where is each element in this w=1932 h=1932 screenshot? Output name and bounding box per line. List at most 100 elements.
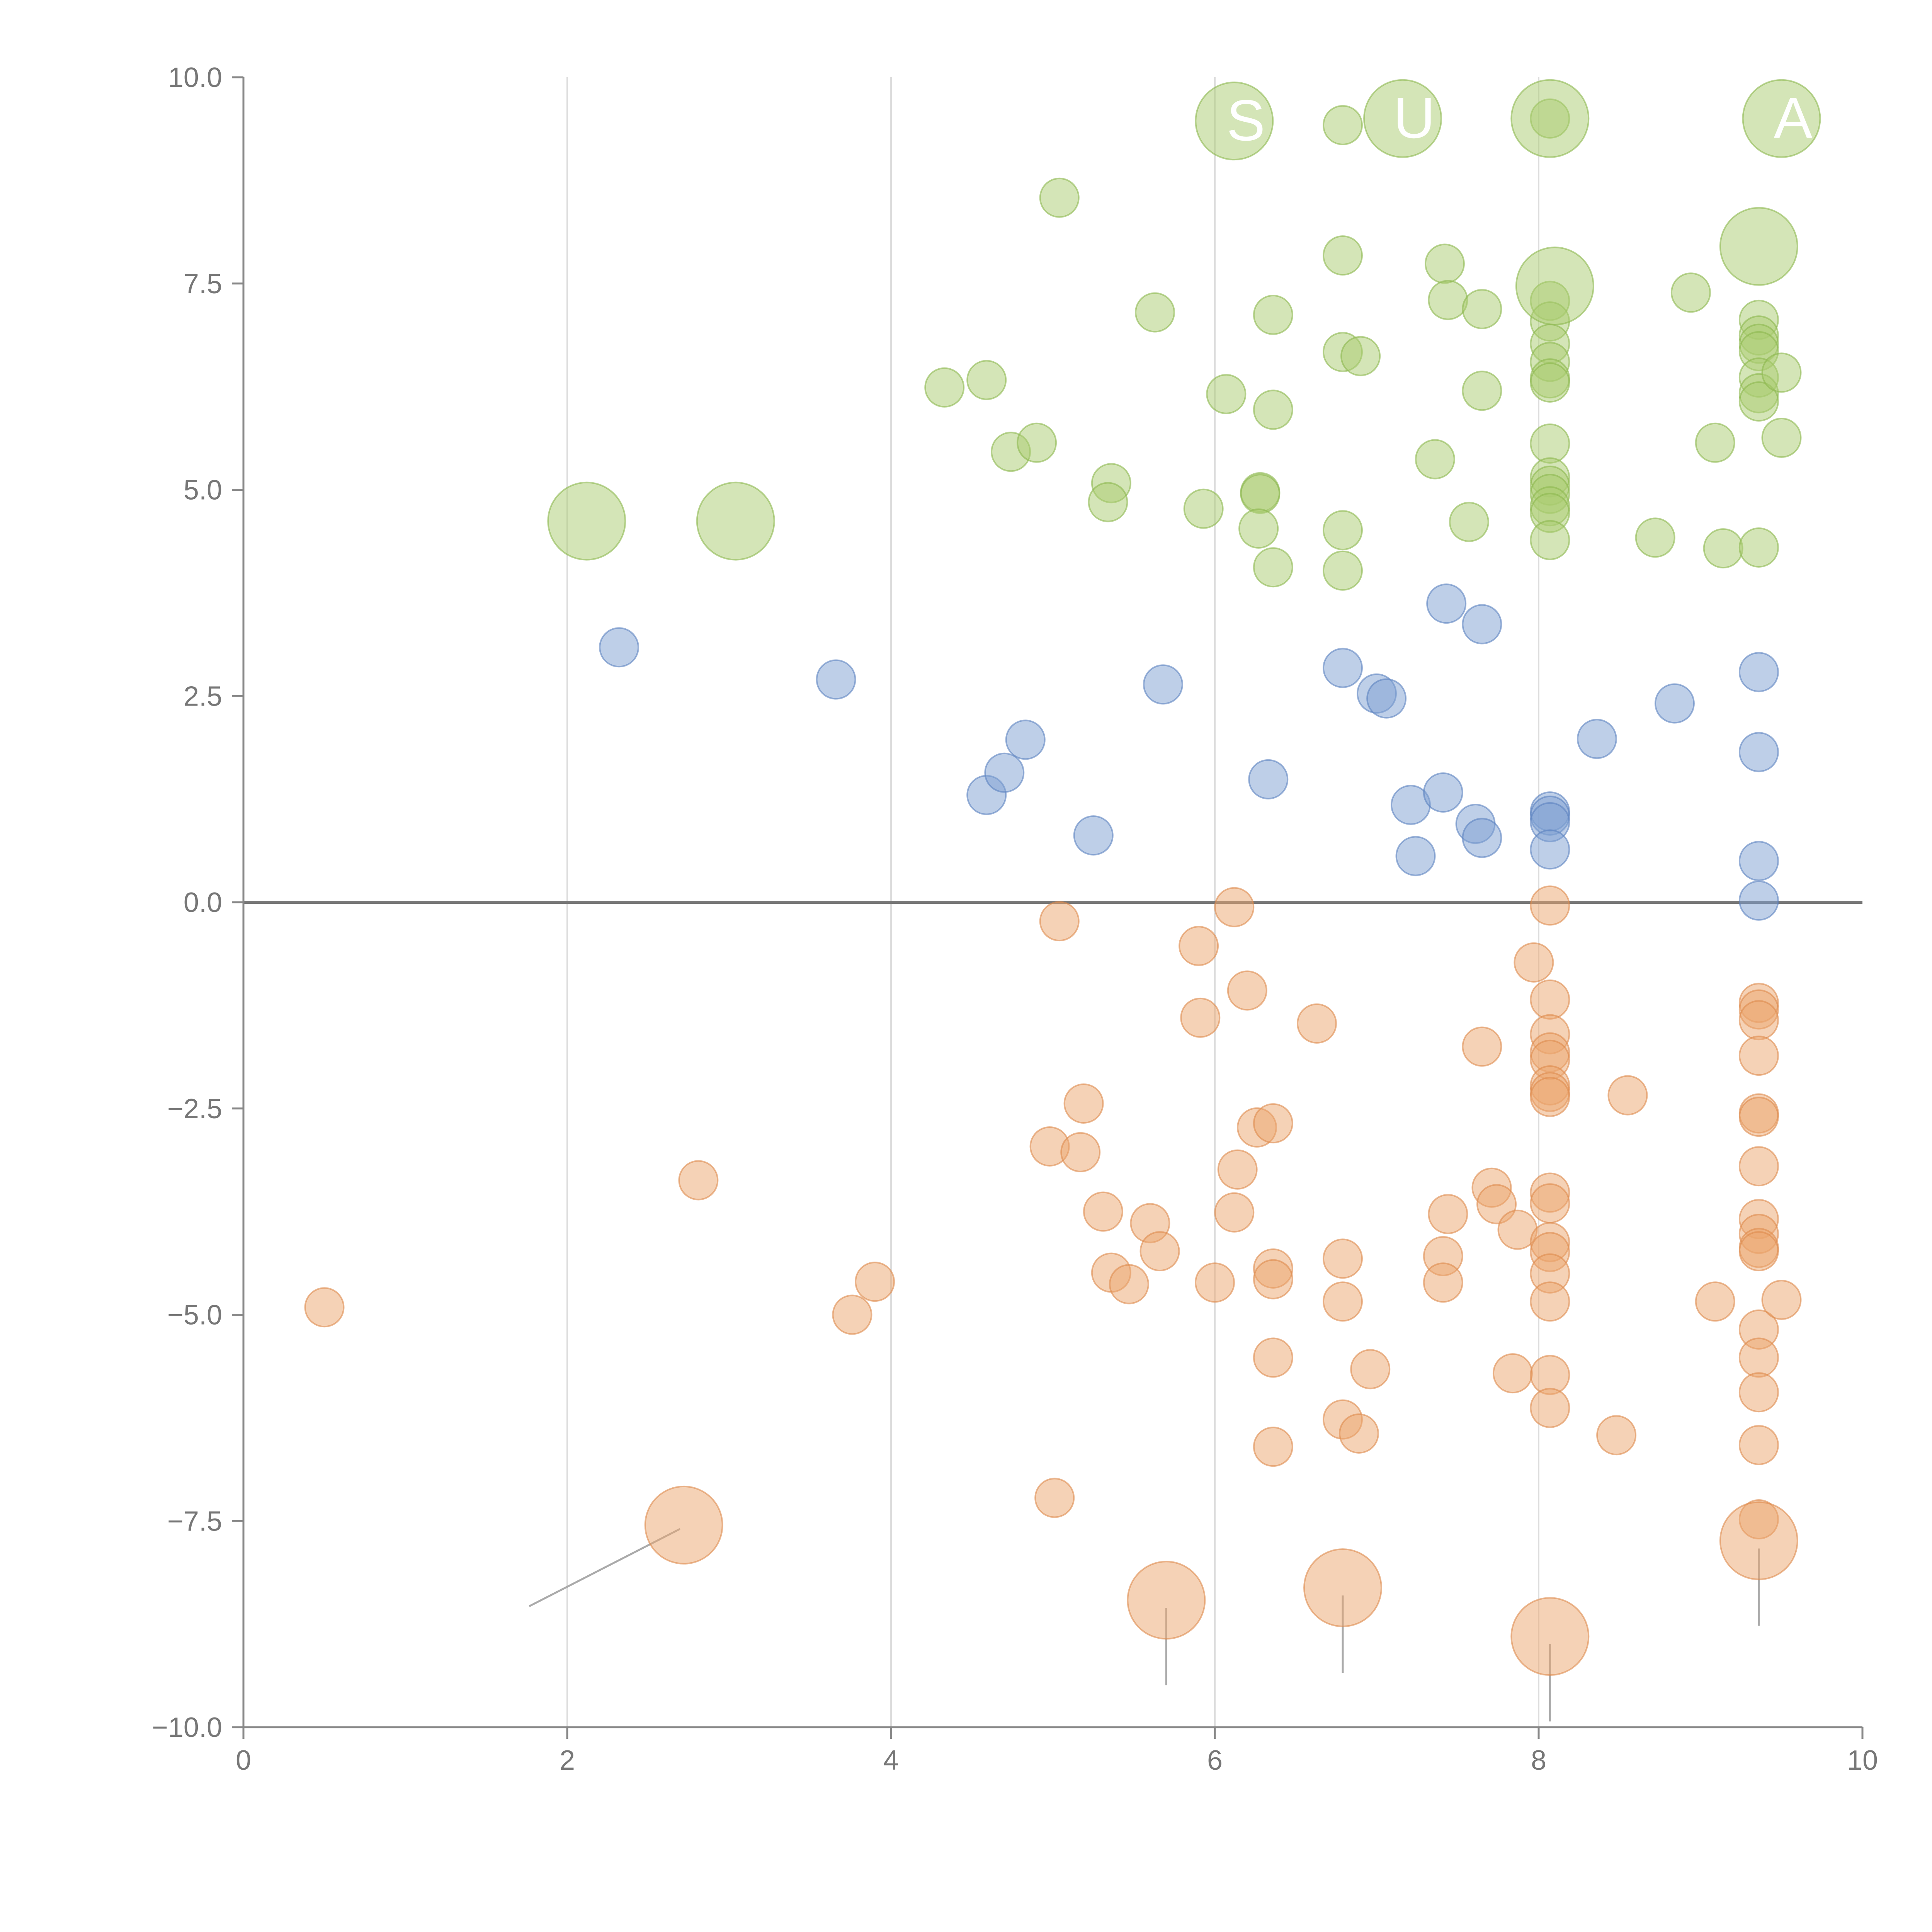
orange-point [855,1262,895,1302]
orange-point [1530,885,1570,926]
y-tick-label: 7.5 [184,269,222,299]
green-point [1323,235,1363,276]
orange-point [1530,979,1570,1020]
green-highlight-point [1515,247,1594,326]
orange-point [1253,1427,1293,1467]
blue-point [1005,719,1046,760]
green-point [1088,482,1128,522]
green-highlight-point [1363,79,1442,158]
orange-point [1738,1000,1779,1041]
x-tick-label: 10 [1847,1745,1878,1776]
green-point [924,367,965,408]
orange-point [1423,1262,1463,1303]
y-tick-label: 5.0 [184,475,222,506]
orange-point [1738,1425,1779,1465]
orange-point [1530,1077,1570,1117]
blue-point [816,659,856,700]
y-tick-label: −10.0 [152,1712,222,1743]
orange-highlight-point [1510,1597,1590,1676]
orange-highlight-point [1719,1501,1798,1580]
orange-point [1530,1388,1570,1428]
green-point [1323,550,1363,591]
orange-point [1462,1026,1502,1067]
green-point [1738,527,1779,568]
y-tick-label: −5.0 [167,1300,222,1331]
blue-point [1143,664,1183,705]
orange-point [1596,1415,1637,1456]
blue-point [1426,583,1467,624]
orange-point [1063,1083,1104,1124]
blue-point [1530,829,1570,870]
green-point [1428,280,1468,320]
green-highlight-point [1195,82,1274,161]
orange-point [1227,970,1267,1011]
green-point [1238,508,1279,549]
blue-point [1462,604,1502,645]
green-highlight-point [1742,79,1821,158]
orange-point [1530,1183,1570,1224]
orange-point [1492,1353,1533,1394]
green-point [1240,474,1281,514]
orange-point [1253,1337,1293,1378]
y-tick-label: 2.5 [184,681,222,712]
orange-point [678,1160,719,1201]
blue-point [1423,772,1463,813]
orange-highlight-point [1303,1548,1383,1628]
orange-point [1738,1372,1779,1413]
orange-point [1179,926,1219,966]
green-point [1253,547,1293,588]
orange-point [1034,1478,1075,1518]
blue-point [984,752,1025,793]
y-tick-label: 0.0 [184,887,222,918]
orange-point [1214,1192,1255,1233]
orange-point [1607,1075,1648,1116]
green-point [1530,362,1570,403]
x-tick-label: 4 [883,1745,899,1776]
green-point [1340,336,1381,376]
green-point [1761,417,1802,458]
green-point [1695,422,1735,463]
green-point [1670,272,1711,313]
y-tick-label: −7.5 [167,1506,222,1537]
y-tick-label: 10.0 [168,62,222,93]
orange-highlight-point [644,1485,723,1565]
blue-point [1577,719,1617,759]
green-point [1424,243,1465,284]
green-point [1462,371,1502,411]
orange-point [1695,1281,1735,1322]
orange-point [1761,1280,1802,1320]
blue-point [1738,880,1779,921]
orange-point [1323,1238,1363,1279]
green-point [1761,352,1802,393]
bubble-label: U [1393,85,1435,150]
label-connectors [529,87,1798,1722]
green-point [1462,289,1502,329]
green-highlight-point [696,481,775,561]
green-point [1530,520,1570,560]
orange-point [1323,1281,1363,1322]
orange-point [1350,1349,1391,1389]
green-point [1530,423,1570,464]
orange-point [1195,1262,1235,1303]
green-point [1134,292,1175,333]
orange-point [1180,997,1221,1038]
green-point [1206,374,1247,414]
orange-point [304,1287,345,1328]
bubble-label: S [1226,88,1265,153]
green-point [1415,439,1455,480]
blue-point [1323,648,1363,688]
blue-point [1366,678,1407,719]
blue-point [1395,836,1436,876]
green-point [1635,517,1675,558]
bubble-layer [304,79,1821,1676]
green-point [966,360,1007,400]
orange-point [1253,1103,1293,1144]
green-highlight-point [547,481,626,561]
orange-point [1514,942,1554,983]
green-point [1323,105,1363,145]
orange-point [1039,901,1080,942]
green-point [1449,502,1489,542]
orange-point [1738,1231,1779,1272]
blue-point [599,627,639,668]
